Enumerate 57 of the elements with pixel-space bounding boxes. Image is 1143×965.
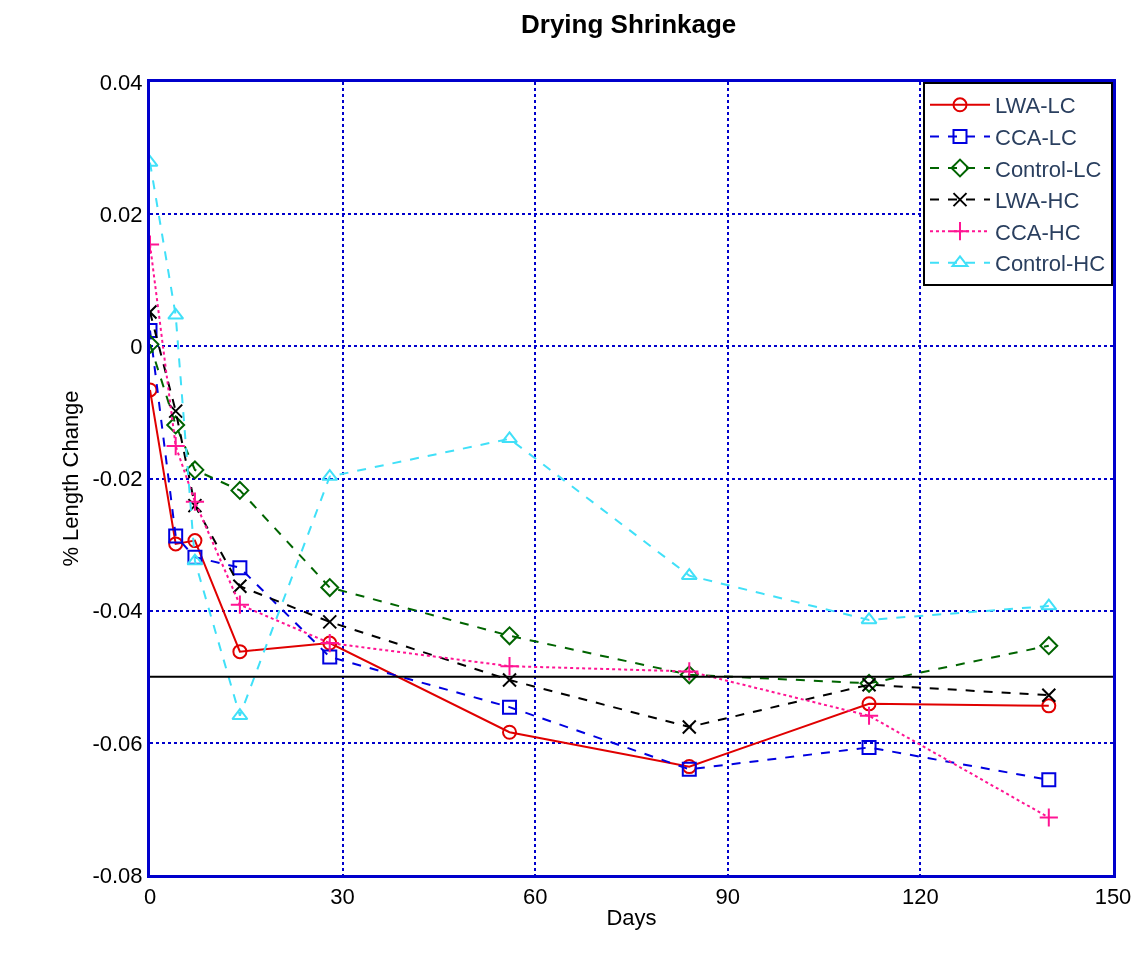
point — [229, 594, 250, 615]
point — [322, 649, 338, 665]
legend-label: CCA-HC — [995, 219, 1081, 245]
x-tick-label: 60 — [522, 884, 548, 910]
point — [1039, 636, 1059, 656]
x-tick-label: 30 — [330, 884, 355, 910]
legend-label: LWA-LC — [995, 93, 1076, 119]
x-tick-label: 90 — [715, 884, 741, 910]
point — [1041, 772, 1057, 788]
y-tick-label: -0.02 — [92, 466, 143, 492]
point — [858, 705, 880, 726]
point — [1041, 687, 1057, 703]
y-tick-label: 0 — [130, 334, 143, 360]
point — [232, 560, 248, 576]
x-axis-title: Days — [606, 905, 657, 931]
point — [861, 739, 877, 755]
point — [860, 612, 878, 625]
point — [501, 431, 519, 444]
point — [1040, 598, 1058, 611]
point — [168, 403, 184, 419]
point — [184, 491, 206, 512]
point — [500, 626, 519, 646]
legend-label: LWA-HC — [995, 188, 1080, 214]
point — [167, 307, 185, 320]
point — [322, 614, 338, 630]
point — [1038, 807, 1059, 828]
legend-label: Control-HC — [995, 251, 1106, 277]
point — [185, 460, 205, 480]
point — [681, 719, 697, 735]
y-tick-label: -0.08 — [92, 862, 143, 888]
point — [165, 436, 186, 457]
chart-title: Drying Shrinkage — [521, 8, 737, 39]
point — [502, 724, 518, 740]
legend-label: Control-LC — [995, 156, 1102, 182]
y-tick-label: 0.04 — [99, 69, 143, 95]
x-tick-label: 150 — [1094, 884, 1132, 910]
legend-label: CCA-LC — [995, 124, 1078, 150]
y-tick-label: -0.06 — [92, 730, 143, 756]
y-tick-label: 0.02 — [99, 201, 143, 227]
point — [168, 536, 184, 552]
point — [232, 644, 248, 660]
point — [232, 578, 248, 594]
point — [502, 699, 518, 715]
point — [230, 480, 250, 500]
point — [1041, 698, 1057, 714]
point — [187, 498, 203, 514]
point — [499, 656, 520, 677]
y-tick-label: -0.04 — [92, 598, 143, 624]
point — [186, 553, 204, 566]
point — [187, 533, 203, 549]
y-axis-title: % Length Change — [58, 390, 84, 567]
point — [502, 672, 518, 688]
point — [166, 415, 186, 435]
point — [168, 528, 184, 544]
x-tick-label: 120 — [902, 884, 939, 910]
point — [861, 696, 877, 712]
point — [320, 578, 340, 597]
